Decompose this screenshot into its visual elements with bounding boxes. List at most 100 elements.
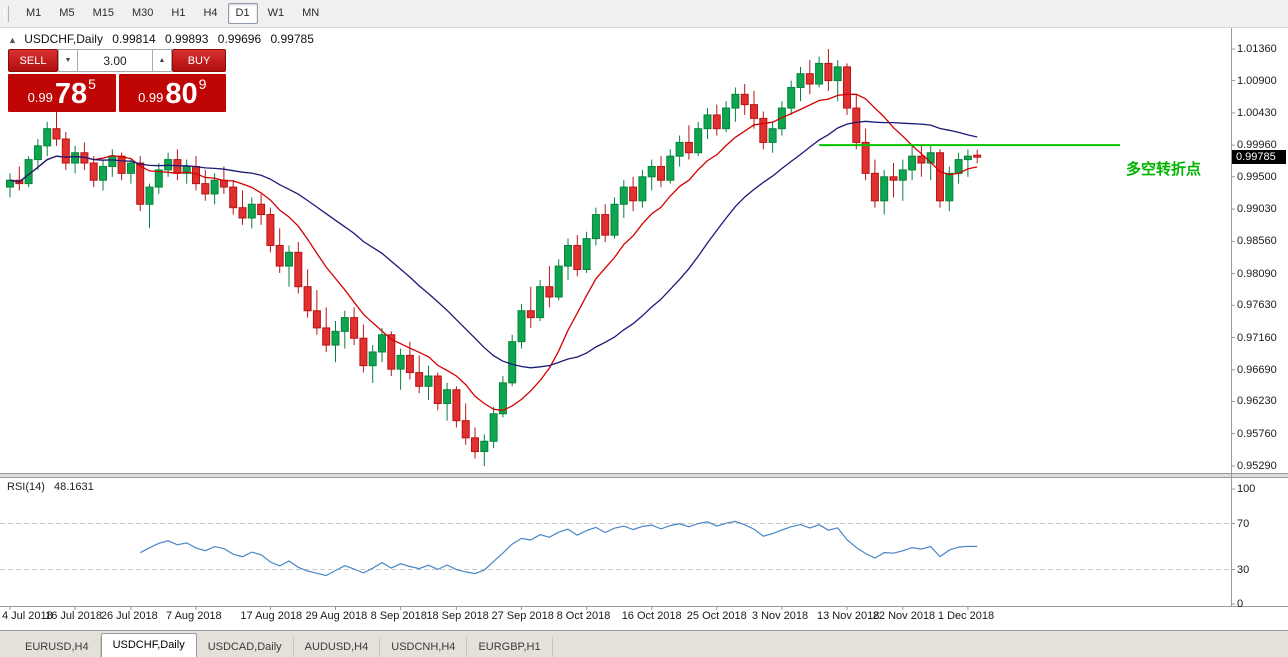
candle-body (433, 375, 442, 404)
candle-body (796, 73, 805, 88)
chart-annotation-text: 多空转折点 (1126, 161, 1202, 178)
period-button-h1[interactable]: H1 (171, 7, 186, 19)
candle-body (712, 114, 721, 130)
date-axis-label: 29 Aug 2018 (305, 610, 368, 622)
candle-body (619, 186, 628, 205)
sell-price-sup: 5 (88, 76, 96, 92)
open-value: 0.99814 (112, 32, 156, 46)
candle-body (89, 162, 98, 181)
candle-body (815, 62, 824, 85)
candle-body (908, 155, 917, 171)
candle-body (898, 169, 907, 181)
price-axis-label: 0.99960 (1237, 139, 1277, 152)
rsi-scale-label: 70 (1237, 517, 1250, 530)
candle-body (936, 152, 944, 202)
price-axis-label: 0.97160 (1237, 331, 1277, 344)
candle-body (443, 389, 452, 404)
price-axis-label: 1.00430 (1237, 106, 1277, 119)
period-button-m5[interactable]: M5 (59, 7, 75, 19)
buy-price-prefix: 0.99 (138, 90, 164, 105)
candle-body (973, 154, 982, 158)
candle-body (508, 341, 517, 384)
date-axis-label: 17 Aug 2018 (240, 610, 303, 622)
chart-tabs-bar: EURUSD,H4 USDCHF,Daily USDCAD,Daily AUDUSD,… (0, 630, 1288, 657)
timeframe-toolbar: M1 M5 M15 M30 H1 H4 D1 W1 MN (0, 0, 1288, 28)
tab-eurusd-h4[interactable]: EURUSD,H4 (14, 637, 101, 657)
candle-body (740, 93, 749, 106)
candle-body (322, 327, 331, 346)
symbol-label: USDCHF,Daily (24, 32, 103, 46)
candle-body (582, 238, 591, 271)
period-button-m15[interactable]: M15 (92, 7, 114, 19)
date-axis-label: 8 Oct 2018 (556, 610, 611, 622)
date-axis-label: 1 Dec 2018 (937, 610, 995, 622)
low-value: 0.99696 (217, 32, 262, 46)
period-button-mn[interactable]: MN (302, 7, 320, 19)
date-axis-label: 16 Oct 2018 (621, 610, 682, 622)
volume-down-button[interactable]: ▼ (58, 49, 78, 72)
candle-body (350, 317, 359, 339)
candle-body (229, 186, 238, 209)
candle-body (805, 73, 814, 85)
sell-price-big: 78 (54, 78, 88, 110)
candle-body (647, 165, 656, 178)
date-axis-label: 16 Jul 2018 (45, 610, 102, 622)
candle-body (963, 155, 972, 161)
period-button-m30[interactable]: M30 (131, 7, 154, 19)
price-axis-label: 0.98090 (1237, 267, 1277, 280)
candle-body (247, 203, 256, 219)
rsi-label: RSI(14) (7, 481, 45, 493)
candle-body (703, 114, 712, 130)
candle-body (694, 128, 703, 154)
price-axis-label: 0.96690 (1237, 363, 1277, 376)
candle-body (768, 128, 777, 143)
volume-input[interactable] (78, 49, 152, 72)
buy-price-box[interactable]: 0.99 80 9 (118, 74, 226, 112)
candle-body (489, 413, 498, 442)
collapse-panel-icon[interactable]: ▲ (8, 35, 17, 45)
candle-body (461, 420, 470, 439)
candle-body (285, 251, 293, 267)
candle-body (387, 334, 396, 370)
chart-area (0, 28, 1288, 630)
candle-body (117, 155, 126, 174)
price-axis-label: 1.01360 (1237, 42, 1277, 55)
candle-body (312, 310, 321, 329)
candle-body (684, 141, 693, 154)
period-button-m1[interactable]: M1 (26, 7, 42, 19)
rsi-scale-label: 0 (1237, 598, 1244, 610)
tab-usdcad-daily[interactable]: USDCAD,Daily (197, 637, 294, 657)
candle-body (154, 169, 163, 188)
period-button-d1[interactable]: D1 (227, 3, 258, 24)
period-button-w1[interactable]: W1 (267, 7, 285, 19)
candle-body (405, 354, 414, 374)
candle-body (480, 440, 489, 453)
candle-body (536, 286, 545, 319)
candle-body (452, 389, 461, 422)
date-axis-label: 3 Nov 2018 (751, 610, 809, 622)
candle-body (675, 141, 684, 157)
one-click-trading-panel: SELL ▼ ▲ BUY 0.99 78 5 0.99 80 9 (8, 49, 226, 112)
volume-up-button[interactable]: ▲ (152, 49, 172, 72)
candle-body (415, 372, 424, 387)
candle-body (573, 244, 582, 271)
price-row: 0.99 78 5 0.99 80 9 (8, 74, 226, 112)
tab-eurgbp-h1[interactable]: EURGBP,H1 (467, 637, 553, 657)
candle-body (378, 334, 386, 353)
candle-body (759, 117, 768, 143)
date-axis-label: 27 Sep 2018 (491, 610, 554, 622)
tab-usdchf-daily[interactable]: USDCHF,Daily (100, 633, 197, 657)
tab-usdcnh-h4[interactable]: USDCNH,H4 (380, 637, 468, 657)
period-button-h4[interactable]: H4 (203, 7, 218, 19)
date-axis-label: 26 Jul 2018 (100, 610, 158, 622)
buy-button[interactable]: BUY (172, 49, 226, 72)
candle-body (294, 251, 303, 288)
quote-header: ▲ USDCHF,Daily 0.99814 0.99893 0.99696 0… (8, 32, 320, 46)
tab-audusd-h4[interactable]: AUDUSD,H4 (294, 637, 381, 657)
sell-price-box[interactable]: 0.99 78 5 (8, 74, 116, 112)
candle-body (266, 214, 275, 246)
price-axis-label: 0.96230 (1237, 395, 1277, 408)
candle-body (954, 159, 963, 174)
sell-button[interactable]: SELL (8, 49, 58, 72)
